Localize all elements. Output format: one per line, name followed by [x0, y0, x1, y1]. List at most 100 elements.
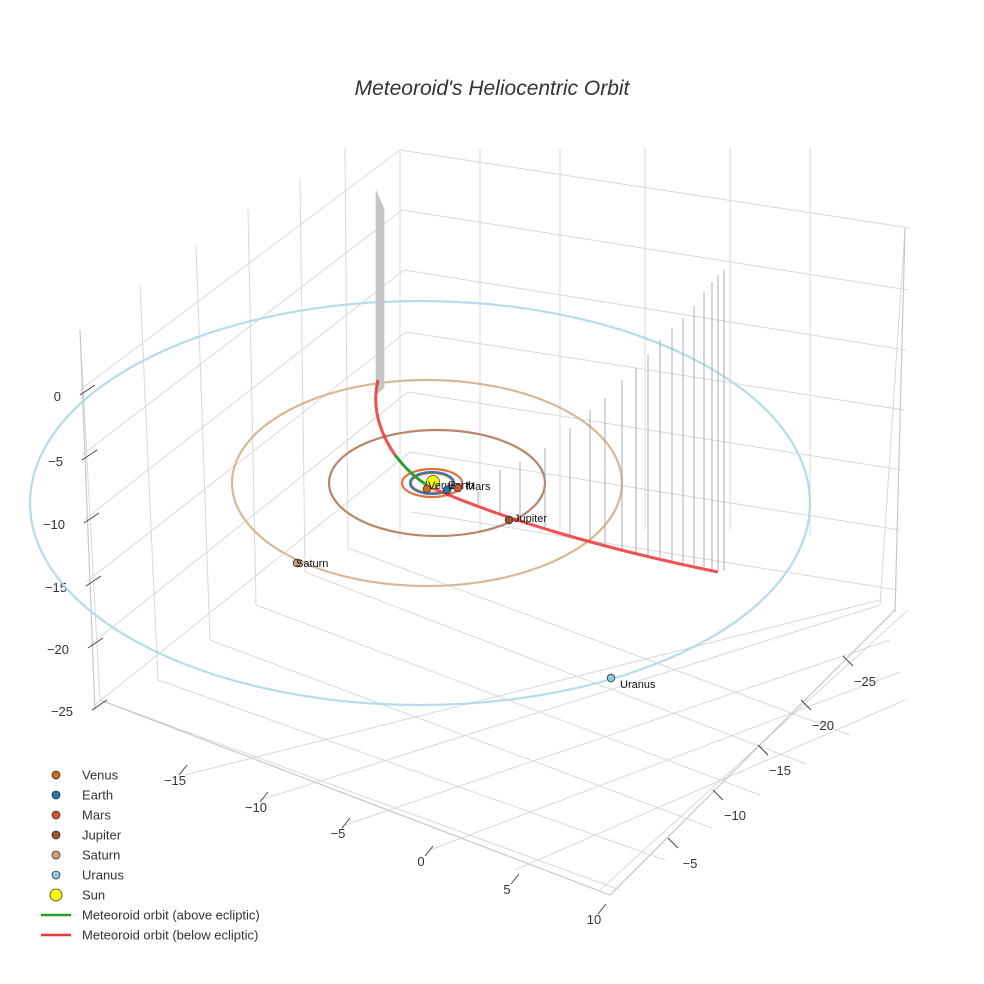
x-tick-label: −10	[245, 800, 267, 815]
uranus-marker	[606, 673, 616, 683]
grid-line	[195, 244, 211, 641]
legend-item[interactable]: Uranus	[51, 868, 124, 883]
grid-line	[429, 671, 901, 851]
y-tick-mark	[800, 699, 812, 711]
x-tick-label: −15	[164, 773, 186, 788]
grid-line	[85, 331, 407, 583]
grid-line	[407, 391, 903, 471]
y-tick-label: −10	[724, 808, 746, 823]
legend-swatch	[51, 830, 61, 840]
y-tick-label: −20	[812, 718, 834, 733]
z-tick-mark	[91, 699, 108, 711]
grid-line	[409, 451, 901, 531]
jupiter-label: Jupiter	[514, 513, 547, 525]
legend-swatch	[51, 810, 61, 820]
grid-line	[157, 679, 666, 861]
grid-line	[344, 147, 349, 549]
legend-label: Jupiter	[82, 828, 122, 843]
axis-ticks: 0 −5 −10 −15 −20 −25 −15 −10 −5 0 5 10 −25 −20 −15 −10 −…	[43, 384, 876, 927]
box-edge	[99, 699, 611, 896]
legend-label: Saturn	[82, 848, 120, 863]
legend-swatch	[49, 888, 63, 902]
grid-line	[259, 604, 881, 801]
legend-item[interactable]: Sun	[49, 888, 105, 903]
y-tick-mark	[842, 655, 854, 667]
legend-item[interactable]: Saturn	[51, 848, 120, 863]
legend-item[interactable]: Meteoroid orbit (below ecliptic)	[41, 928, 258, 943]
saturn-label: Saturn	[296, 558, 328, 570]
z-tick-label: −25	[51, 704, 73, 719]
meteoroid-path-below-upper	[374, 379, 397, 456]
z-tick-label: −20	[47, 642, 69, 657]
z-tick-label: 0	[54, 389, 61, 404]
y-tick-mark	[757, 744, 769, 756]
grid-line	[299, 177, 306, 573]
legend-item[interactable]: Mars	[51, 808, 111, 823]
sun-marker	[426, 475, 440, 489]
meteoroid-path-above	[393, 454, 431, 489]
z-tick-mark	[85, 575, 102, 587]
legend-label: Sun	[82, 888, 105, 903]
z-tick-mark	[79, 384, 96, 396]
z-tick-mark	[81, 449, 98, 461]
legend-label: Uranus	[82, 868, 124, 883]
legend-label: Meteoroid orbit (below ecliptic)	[82, 928, 258, 943]
earth-orbit	[408, 470, 456, 496]
legend-swatch	[51, 770, 61, 780]
x-tick-label: −5	[331, 826, 346, 841]
x-tick-mark	[510, 873, 520, 885]
legend-item[interactable]: Earth	[51, 788, 113, 803]
chart-title: Meteoroid's Heliocentric Orbit	[355, 77, 631, 100]
legend-item[interactable]: Jupiter	[51, 828, 122, 843]
grid-line	[81, 209, 403, 456]
legend-swatch	[51, 850, 61, 860]
legend-label: Earth	[82, 788, 113, 803]
z-tick-label: −15	[45, 580, 67, 595]
x-tick-mark	[424, 845, 434, 857]
legend-item[interactable]: Meteoroid orbit (above ecliptic)	[41, 908, 260, 923]
grid-line	[347, 547, 851, 736]
meteoroid-path-below	[429, 485, 719, 574]
y-tick-label: −25	[854, 674, 876, 689]
earth-marker	[442, 485, 452, 495]
grid-line	[599, 609, 909, 891]
legend-label: Meteoroid orbit (above ecliptic)	[82, 908, 260, 923]
grid-line	[514, 699, 906, 871]
grid-line	[94, 451, 411, 706]
meteoroid-path	[374, 379, 719, 574]
y-tick-mark	[667, 837, 679, 849]
grid-line	[83, 269, 405, 521]
box-edge	[894, 227, 906, 613]
grid-line	[401, 209, 909, 291]
uranus-label: Uranus	[620, 679, 656, 691]
z-tick-mark	[83, 512, 100, 524]
x-tick-label: 0	[417, 854, 424, 869]
jupiter-marker	[504, 515, 514, 525]
grid-line	[139, 284, 159, 681]
legend[interactable]: Venus Earth Mars Jupiter Saturn Uranus Sun Mete…	[41, 768, 260, 943]
x-tick-mark	[259, 791, 269, 803]
grid-line	[184, 599, 881, 776]
x-tick-mark	[597, 903, 607, 915]
legend-label: Venus	[82, 768, 119, 783]
grid-line	[879, 227, 906, 606]
mars-orbit	[400, 467, 464, 499]
grid-line	[89, 391, 409, 646]
venus-marker	[422, 484, 432, 494]
legend-swatch	[51, 870, 61, 880]
grid-line	[304, 571, 807, 765]
legend-item[interactable]: Venus	[51, 768, 119, 783]
uranus-orbit	[28, 299, 812, 707]
grid-line	[344, 639, 891, 826]
x-tick-mark	[341, 817, 351, 829]
z-tick-label: −5	[48, 454, 63, 469]
y-tick-label: −5	[683, 856, 698, 871]
grid-line	[411, 511, 899, 591]
legend-label: Mars	[82, 808, 111, 823]
grid-line	[399, 149, 911, 229]
grid-line	[247, 209, 257, 606]
y-tick-label: −15	[769, 763, 791, 778]
z-tick-label: −10	[43, 517, 65, 532]
